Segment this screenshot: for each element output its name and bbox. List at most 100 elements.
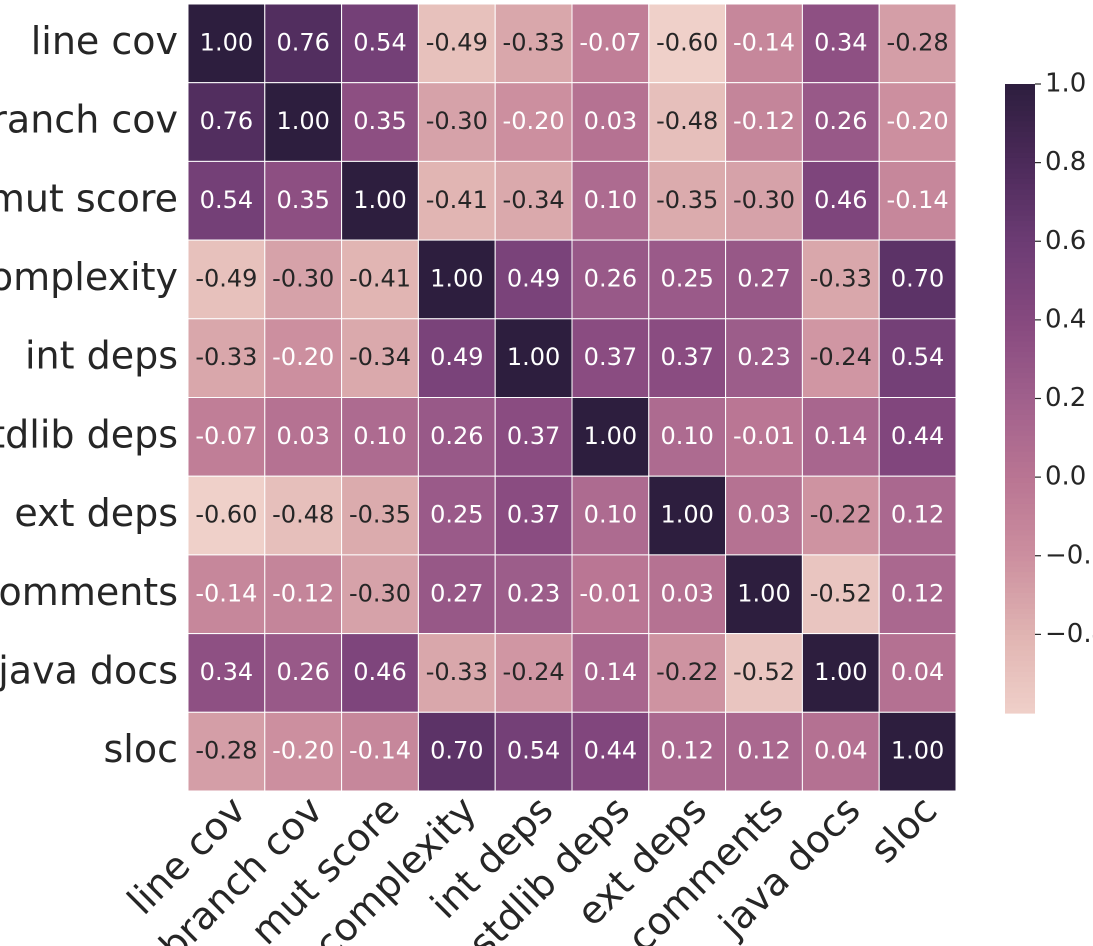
heatmap-cell xyxy=(187,711,266,792)
colorbar-segment xyxy=(1005,199,1035,206)
cell-label: 0.03 xyxy=(737,501,790,529)
colorbar-segment xyxy=(1005,613,1035,620)
colorbar-tick-label: 0.4 xyxy=(1045,304,1086,334)
colorbar-segment xyxy=(1005,540,1035,546)
colorbar-segment xyxy=(1005,125,1035,132)
cell-label: -0.52 xyxy=(810,579,872,607)
cell-label: 0.14 xyxy=(814,422,867,450)
colorbar-segment xyxy=(1005,241,1035,248)
cell-label: -0.20 xyxy=(272,343,334,371)
heatmap-cell xyxy=(417,475,496,556)
colorbar-tick-label: 0.2 xyxy=(1045,383,1086,413)
heatmap-cell xyxy=(264,554,343,635)
cell-label: -0.60 xyxy=(195,501,257,529)
cell-label: -0.14 xyxy=(887,186,949,214)
colorbar-segment xyxy=(1005,225,1035,232)
colorbar-segment xyxy=(1005,566,1035,573)
cell-label: -0.28 xyxy=(887,28,949,56)
colorbar-segment xyxy=(1005,104,1035,111)
colorbar-segment xyxy=(1005,89,1035,96)
heatmap-cell xyxy=(571,397,650,477)
heatmap-cell xyxy=(187,160,266,241)
cell-label: -0.30 xyxy=(272,264,334,292)
colorbar-segment xyxy=(1005,188,1035,195)
colorbar-segment xyxy=(1005,351,1035,358)
heatmap-cell xyxy=(494,554,573,635)
colorbar-segment xyxy=(1005,146,1035,153)
colorbar-segment xyxy=(1005,519,1035,525)
heatmap-cell xyxy=(801,160,880,241)
cell-label: 0.14 xyxy=(584,658,637,686)
colorbar-segment xyxy=(1005,508,1035,515)
cell-label: 0.37 xyxy=(507,501,560,529)
colorbar-segment xyxy=(1005,194,1035,200)
colorbar-segment xyxy=(1005,267,1035,274)
colorbar-segment xyxy=(1005,319,1035,326)
colorbar-segment xyxy=(1005,377,1035,384)
heatmap-cell xyxy=(571,711,650,792)
colorbar-segment xyxy=(1005,623,1035,630)
y-tick-label: mut score xyxy=(0,176,178,220)
colorbar-segment xyxy=(1005,403,1035,410)
colorbar-segment xyxy=(1005,503,1035,510)
colorbar-segment xyxy=(1005,84,1035,90)
cell-label: 0.27 xyxy=(737,264,790,292)
colorbar-segment xyxy=(1005,230,1035,237)
heatmap-cell xyxy=(801,711,880,792)
cell-label: 0.46 xyxy=(814,186,867,214)
colorbar-segment xyxy=(1005,304,1035,310)
heatmap-cell xyxy=(571,239,650,320)
cell-label: 1.00 xyxy=(353,186,406,214)
heatmap-cell xyxy=(801,554,880,635)
heatmap-cell xyxy=(494,318,573,398)
heatmap-cell xyxy=(571,554,650,635)
heatmap-cell xyxy=(494,160,573,241)
colorbar-segment xyxy=(1005,534,1035,541)
colorbar-segment xyxy=(1005,697,1035,704)
cell-label: 0.10 xyxy=(584,186,637,214)
colorbar-segment xyxy=(1005,419,1035,426)
colorbar-segment xyxy=(1005,456,1035,462)
cell-label: -0.35 xyxy=(656,186,718,214)
colorbar-segment xyxy=(1005,445,1035,452)
heatmap-cell xyxy=(417,554,496,635)
colorbar-segment xyxy=(1005,524,1035,531)
colorbar-segment xyxy=(1005,424,1035,431)
cell-label: -0.07 xyxy=(195,422,257,450)
heatmap-cell xyxy=(801,318,880,398)
colorbar-tick-label: 1.0 xyxy=(1045,69,1086,99)
colorbar-segment xyxy=(1005,634,1035,641)
colorbar-segment xyxy=(1005,330,1035,337)
colorbar-segment xyxy=(1005,110,1035,117)
heatmap-cell xyxy=(725,82,803,162)
heatmap-cell xyxy=(417,3,496,84)
colorbar-segment xyxy=(1005,477,1035,483)
cell-label: -0.52 xyxy=(733,658,795,686)
colorbar-segment xyxy=(1005,288,1035,295)
heatmap-cell xyxy=(571,475,650,556)
heatmap-cell xyxy=(494,3,573,84)
cell-label: 0.12 xyxy=(660,737,713,765)
colorbar-segment xyxy=(1005,571,1035,578)
colorbar-segment xyxy=(1005,671,1035,677)
colorbar-segment xyxy=(1005,597,1035,604)
cell-label: -0.30 xyxy=(349,579,411,607)
cell-label: 0.03 xyxy=(660,579,713,607)
cell-label: 0.54 xyxy=(353,28,406,56)
cell-label: -0.20 xyxy=(272,737,334,765)
cell-label: 1.00 xyxy=(737,579,790,607)
colorbar-segment xyxy=(1005,618,1035,625)
cell-label: 0.34 xyxy=(200,658,253,686)
colorbar-tick-label: −0.2 xyxy=(1045,540,1093,570)
cell-label: -0.01 xyxy=(579,579,641,607)
colorbar-segment xyxy=(1005,639,1035,646)
colorbar-segment xyxy=(1005,314,1035,321)
heatmap-cell xyxy=(878,554,957,635)
cell-label: 0.12 xyxy=(891,579,944,607)
cell-label: -0.34 xyxy=(349,343,411,371)
cell-label: -0.12 xyxy=(733,107,795,135)
cell-label: -0.48 xyxy=(656,107,718,135)
colorbar-segment xyxy=(1005,707,1035,714)
cell-label: -0.20 xyxy=(503,107,565,135)
